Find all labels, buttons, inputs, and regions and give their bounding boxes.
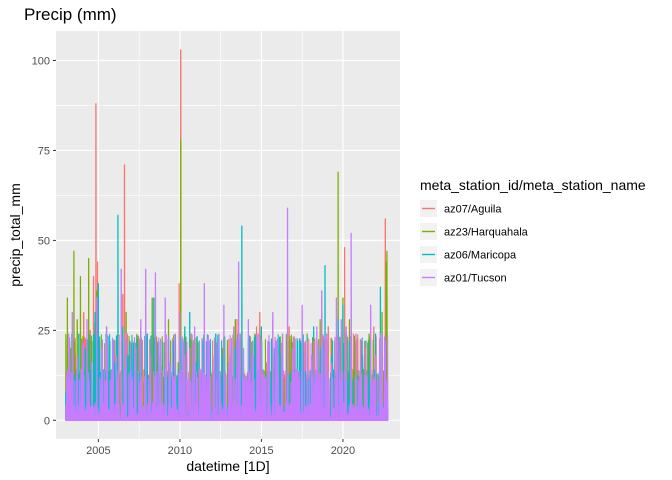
y-tick-label: 50 xyxy=(38,235,50,247)
legend-label: az23/Harquahala xyxy=(444,227,529,239)
chart-title: Precip (mm) xyxy=(24,5,117,24)
series-line xyxy=(65,207,389,421)
legend-item: az01/Tucson xyxy=(420,269,507,286)
x-tick-label: 2010 xyxy=(168,445,192,457)
y-axis-title: precip_total_mm xyxy=(7,183,23,287)
legend-label: az01/Tucson xyxy=(444,273,507,285)
y-tick-label: 100 xyxy=(32,56,50,68)
series-az01-tucson xyxy=(65,207,389,421)
legend-label: az06/Maricopa xyxy=(444,250,517,262)
legend-item: az06/Maricopa xyxy=(420,246,517,263)
x-tick-label: 2020 xyxy=(331,445,355,457)
axes: 0 25 50 75 100 2005 2010 2015 2020 xyxy=(32,56,356,457)
legend-label: az07/Aguila xyxy=(444,204,502,216)
legend-item: az23/Harquahala xyxy=(420,223,529,240)
x-axis-title: datetime [1D] xyxy=(186,458,269,474)
y-tick-label: 25 xyxy=(38,325,50,337)
legend-title: meta_station_id/meta_station_name xyxy=(420,177,646,193)
x-tick-label: 2015 xyxy=(249,445,273,457)
legend-item: az07/Aguila xyxy=(420,200,502,217)
series-layer xyxy=(65,49,389,421)
y-tick-label: 0 xyxy=(44,415,50,427)
y-tick-label: 75 xyxy=(38,145,50,157)
x-tick-label: 2005 xyxy=(86,445,110,457)
legend: meta_station_id/meta_station_name az07/A… xyxy=(420,177,646,286)
